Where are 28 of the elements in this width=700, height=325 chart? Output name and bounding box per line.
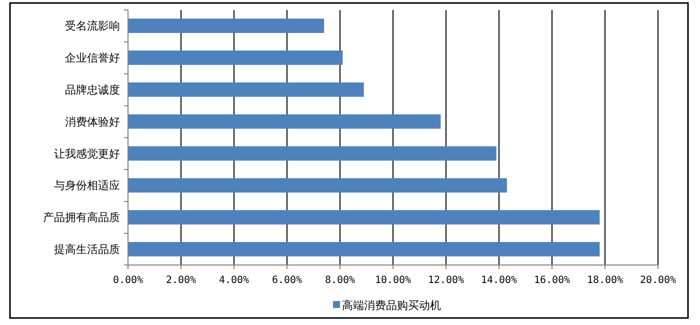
- x-tick-label: 10.00%: [374, 275, 412, 286]
- x-tick-label: 4.00%: [218, 275, 250, 286]
- x-tick-label: 6.00%: [272, 275, 302, 286]
- x-tick-label: 2.00%: [166, 275, 196, 286]
- bar: [128, 114, 441, 129]
- bar: [128, 18, 324, 33]
- y-tick-label: 提高生活品质: [54, 243, 120, 256]
- bar: [128, 146, 496, 161]
- x-tick-label: 18.00%: [586, 275, 624, 286]
- bar: [128, 210, 600, 224]
- bar: [128, 82, 364, 97]
- y-tick-label: 受名流影响: [65, 20, 120, 33]
- x-tick-label: 16.00%: [534, 275, 570, 286]
- x-tick-label: 8.00%: [324, 275, 356, 286]
- x-tick-label: 0.00%: [112, 275, 144, 286]
- y-tick-label: 企业信誉好: [65, 52, 120, 65]
- x-tick-label: 14.00%: [480, 275, 518, 286]
- bar: [128, 178, 507, 193]
- x-tick-label: 12.00%: [428, 275, 464, 286]
- y-tick-label: 与身份相适应: [54, 179, 120, 192]
- y-tick-label: 让我感觉更好: [54, 147, 120, 160]
- bar: [128, 242, 600, 256]
- x-tick-label: 20.00%: [640, 275, 676, 286]
- y-tick-label: 消费体验好: [65, 115, 120, 128]
- y-tick-label: 产品拥有高品质: [43, 211, 120, 224]
- legend-label: 高端消费品购买动机: [342, 298, 441, 312]
- y-tick-label: 品牌忠诚度: [65, 83, 120, 96]
- bar: [128, 50, 343, 65]
